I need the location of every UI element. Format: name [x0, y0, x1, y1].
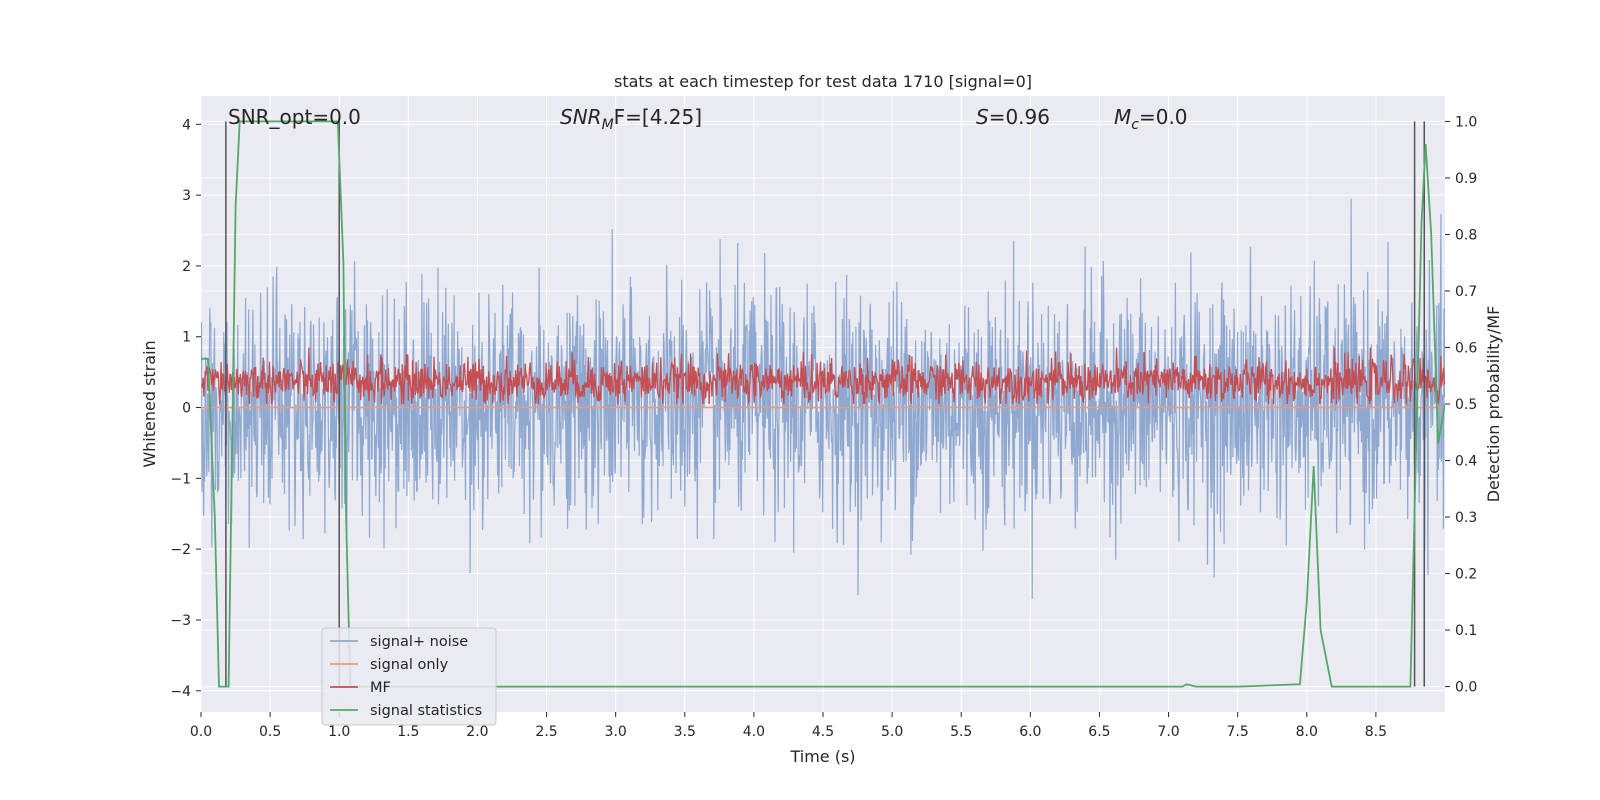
y2-tick-label: 0.5	[1455, 397, 1477, 413]
y2-tick-label: 0.4	[1455, 454, 1477, 470]
y2-tick-label: 0.3	[1455, 510, 1477, 526]
y-axis-ticks: 4 3 2 1 0 −1 −2 −3 −4	[170, 117, 201, 700]
x-tick-label: 5.5	[950, 724, 972, 740]
y-tick-label: −2	[170, 542, 191, 558]
y-tick-label: 4	[182, 117, 191, 133]
x-tick-label: 2.5	[535, 724, 557, 740]
x-tick-label: 3.5	[674, 724, 696, 740]
annotation-s: S=0.96	[976, 105, 1050, 129]
legend: signal+ noise signal only MF signal stat…	[321, 627, 497, 726]
x-tick-label: 5.0	[881, 724, 903, 740]
x-tick-label: 7.5	[1227, 724, 1249, 740]
annotation-snr-mf: SNRMF=[4.25]	[560, 105, 702, 133]
y2-tick-label: 0.7	[1455, 284, 1477, 300]
y-tick-label: 0	[182, 401, 191, 417]
chart-title: stats at each timestep for test data 171…	[614, 72, 1032, 91]
legend-label-stats: signal statistics	[370, 703, 482, 719]
x-tick-label: 8.5	[1365, 724, 1387, 740]
legend-label-signal-only: signal only	[370, 657, 449, 673]
legend-label-noise: signal+ noise	[370, 634, 468, 650]
y2-tick-label: 0.1	[1455, 623, 1477, 639]
y2-tick-label: 0.6	[1455, 340, 1477, 356]
y-tick-label: 2	[182, 259, 191, 275]
x-tick-label: 4.5	[812, 724, 834, 740]
x-axis-ticks: 0.0 0.5 1.0 1.5 2.0 2.5 3.0 3.5 4.0 4.5 5.0 5.5 6.0 6…	[190, 712, 1387, 740]
x-axis-label: Time (s)	[789, 747, 855, 766]
plot-content	[201, 120, 1445, 688]
x-tick-label: 1.0	[328, 724, 350, 740]
y2-tick-label: 0.2	[1455, 567, 1477, 583]
y2-tick-label: 0.8	[1455, 227, 1477, 243]
x-tick-label: 3.0	[605, 724, 627, 740]
x-tick-label: 2.0	[466, 724, 488, 740]
y-tick-label: −3	[170, 613, 191, 629]
y-axis-label: Whitened strain	[140, 340, 159, 467]
x-tick-label: 6.5	[1088, 724, 1110, 740]
series-mf-line	[201, 347, 1445, 405]
y-tick-label: −4	[170, 684, 191, 700]
x-tick-label: 0.5	[259, 724, 281, 740]
y-tick-label: 3	[182, 188, 191, 204]
y-tick-label: 1	[182, 330, 191, 346]
y2-axis-ticks: 1.0 0.9 0.8 0.7 0.6 0.5 0.4 0.3 0.2 0.1 0.0	[1445, 114, 1477, 696]
x-tick-label: 6.0	[1019, 724, 1041, 740]
y2-tick-label: 0.0	[1455, 680, 1477, 696]
y2-tick-label: 0.9	[1455, 171, 1477, 187]
x-tick-label: 4.0	[743, 724, 765, 740]
annotation-snr-opt: SNR_opt=0.0	[228, 105, 361, 129]
series-stats-line	[201, 120, 1445, 688]
annotation-mc: Mc=0.0	[1114, 105, 1188, 133]
legend-label-mf: MF	[370, 680, 391, 696]
legend-box	[321, 627, 497, 726]
x-tick-label: 8.0	[1296, 724, 1318, 740]
x-tick-label: 0.0	[190, 724, 212, 740]
x-tick-label: 1.5	[397, 724, 419, 740]
y2-tick-label: 1.0	[1455, 114, 1477, 130]
y-tick-label: −1	[170, 471, 191, 487]
x-tick-label: 7.0	[1157, 724, 1179, 740]
y2-axis-label: Detection probability/MF	[1484, 306, 1503, 503]
